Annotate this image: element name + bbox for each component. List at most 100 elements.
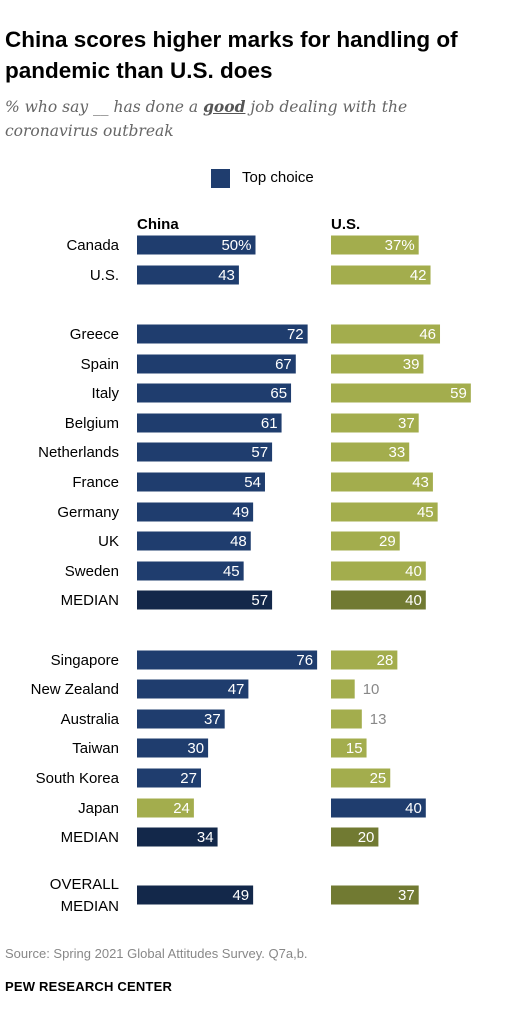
value-label-us-belgium-5: 37 — [398, 415, 415, 432]
bar-china-median-18 — [137, 827, 218, 847]
value-label-china-spain-3: 67 — [275, 356, 292, 373]
bar-china-germany-8 — [137, 502, 254, 522]
bar-china-australia-14 — [137, 709, 225, 729]
bar-china-south-korea-16 — [137, 768, 201, 788]
category-label-netherlands-6: Netherlands — [38, 444, 119, 461]
subtitle-text-end: job dealing with the coronavirus outbrea… — [5, 98, 408, 140]
bar-china-italy-4 — [137, 383, 292, 403]
bar-us-new-zealand-13 — [331, 679, 355, 699]
value-label-us-u-s-1: 42 — [410, 267, 427, 284]
bar-china-u-s-1 — [137, 265, 239, 285]
chart-subtitle: % who say __ has done a good job dealing… — [5, 95, 501, 143]
value-label-us-sweden-10: 40 — [405, 563, 422, 580]
bar-us-spain-3 — [331, 354, 424, 374]
value-label-us-median-18: 20 — [358, 829, 375, 846]
bar-us-netherlands-6 — [331, 442, 410, 462]
value-label-us-singapore-12: 28 — [377, 652, 394, 669]
category-label-germany-8: Germany — [57, 504, 119, 521]
value-label-china-italy-4: 65 — [270, 385, 287, 402]
bar-china-new-zealand-13 — [137, 679, 249, 699]
value-label-china-singapore-12: 76 — [296, 652, 313, 669]
bar-us-belgium-5 — [331, 413, 419, 433]
bar-us-sweden-10 — [331, 561, 426, 581]
value-label-us-australia-14: 13 — [370, 711, 387, 728]
category-label-median-18: MEDIAN — [61, 829, 119, 846]
value-label-china-median-18: 34 — [197, 829, 214, 846]
bar-us-median-18 — [331, 827, 379, 847]
subtitle-emphasis: good — [203, 97, 246, 116]
value-label-us-italy-4: 59 — [450, 385, 467, 402]
bar-china-uk-9 — [137, 531, 251, 551]
legend-label-top-choice: Top choice — [242, 169, 314, 186]
value-label-china-new-zealand-13: 47 — [228, 681, 245, 698]
bar-us-canada-0 — [331, 235, 419, 255]
value-label-china-sweden-10: 45 — [223, 563, 240, 580]
value-label-us-canada-0: 37% — [385, 237, 415, 254]
bar-us-france-7 — [331, 472, 433, 492]
bar-us-germany-8 — [331, 502, 438, 522]
bar-us-median-11 — [331, 590, 426, 610]
bar-us-japan-17 — [331, 798, 426, 818]
bar-us-italy-4 — [331, 383, 471, 403]
bar-china-japan-17 — [137, 798, 194, 818]
value-label-us-uk-9: 29 — [379, 533, 396, 550]
value-label-china-median-11: 57 — [251, 592, 268, 609]
value-label-us-taiwan-15: 15 — [346, 740, 363, 757]
category-label-taiwan-15: Taiwan — [72, 740, 119, 757]
value-label-us-netherlands-6: 33 — [389, 444, 406, 461]
brand-label: PEW RESEARCH CENTER — [5, 979, 173, 994]
source-note: Source: Spring 2021 Global Attitudes Sur… — [5, 946, 308, 961]
column-header-us: U.S. — [331, 216, 360, 233]
category-label-singapore-12: Singapore — [51, 652, 119, 669]
category-label-belgium-5: Belgium — [65, 415, 119, 432]
category-label-median-11: MEDIAN — [61, 592, 119, 609]
bar-us-australia-14 — [331, 709, 362, 729]
category-label-u-s-1: U.S. — [90, 267, 119, 284]
value-label-us-overall-median-19: 37 — [398, 887, 415, 904]
value-label-china-australia-14: 37 — [204, 711, 221, 728]
bar-chart: China U.S. Canada 50% 37% U.S. 43 42 Greece 72 46 S… — [31, 216, 471, 915]
value-label-china-u-s-1: 43 — [218, 267, 235, 284]
bar-us-u-s-1 — [331, 265, 431, 285]
bar-us-uk-9 — [331, 531, 400, 551]
value-label-china-canada-0: 50% — [221, 237, 251, 254]
bar-us-singapore-12 — [331, 650, 398, 670]
bar-us-overall-median-19 — [331, 885, 419, 905]
value-label-us-germany-8: 45 — [417, 504, 434, 521]
category-label-uk-9: UK — [98, 533, 119, 550]
bar-china-belgium-5 — [137, 413, 282, 433]
value-label-china-taiwan-15: 30 — [187, 740, 204, 757]
bar-china-taiwan-15 — [137, 738, 209, 758]
value-label-china-netherlands-6: 57 — [251, 444, 268, 461]
bar-us-greece-2 — [331, 324, 441, 344]
value-label-us-new-zealand-13: 10 — [363, 681, 380, 698]
subtitle-text: % who say __ has done a — [5, 98, 204, 116]
category-label-japan-17: Japan — [78, 800, 119, 817]
bar-china-canada-0 — [137, 235, 256, 255]
value-label-china-greece-2: 72 — [287, 326, 304, 343]
category-label-italy-4: Italy — [91, 385, 119, 402]
category-label-australia-14: Australia — [61, 711, 120, 728]
bar-us-south-korea-16 — [331, 768, 391, 788]
category-label-overall-median-19: OVERALL MEDIAN — [50, 876, 119, 915]
category-label-greece-2: Greece — [70, 326, 119, 343]
value-label-us-japan-17: 40 — [405, 800, 422, 817]
legend-swatch-top-choice — [211, 169, 230, 188]
category-label-canada-0: Canada — [66, 237, 119, 254]
value-label-china-belgium-5: 61 — [261, 415, 278, 432]
value-label-china-japan-17: 24 — [173, 800, 190, 817]
value-label-us-south-korea-16: 25 — [370, 770, 387, 787]
value-label-china-south-korea-16: 27 — [180, 770, 197, 787]
category-label-new-zealand-13: New Zealand — [31, 681, 119, 698]
column-header-china: China — [137, 216, 179, 233]
bar-china-median-11 — [137, 590, 273, 610]
value-label-china-uk-9: 48 — [230, 533, 247, 550]
value-label-us-spain-3: 39 — [403, 356, 420, 373]
value-label-us-greece-2: 46 — [419, 326, 436, 343]
chart-title: China scores higher marks for handling o… — [5, 27, 458, 83]
bar-china-overall-median-19 — [137, 885, 254, 905]
bar-china-singapore-12 — [137, 650, 318, 670]
value-label-china-germany-8: 49 — [232, 504, 249, 521]
category-label-south-korea-16: South Korea — [36, 770, 120, 787]
bar-china-sweden-10 — [137, 561, 244, 581]
